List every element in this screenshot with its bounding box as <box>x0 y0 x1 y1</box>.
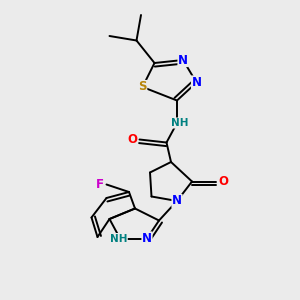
Text: N: N <box>178 53 188 67</box>
Text: N: N <box>172 194 182 208</box>
Text: O: O <box>127 133 137 146</box>
Text: N: N <box>142 232 152 245</box>
Text: NH: NH <box>110 233 127 244</box>
Text: S: S <box>138 80 147 94</box>
Text: N: N <box>191 76 202 89</box>
Text: NH: NH <box>171 118 189 128</box>
Text: F: F <box>96 178 104 191</box>
Text: O: O <box>218 175 229 188</box>
